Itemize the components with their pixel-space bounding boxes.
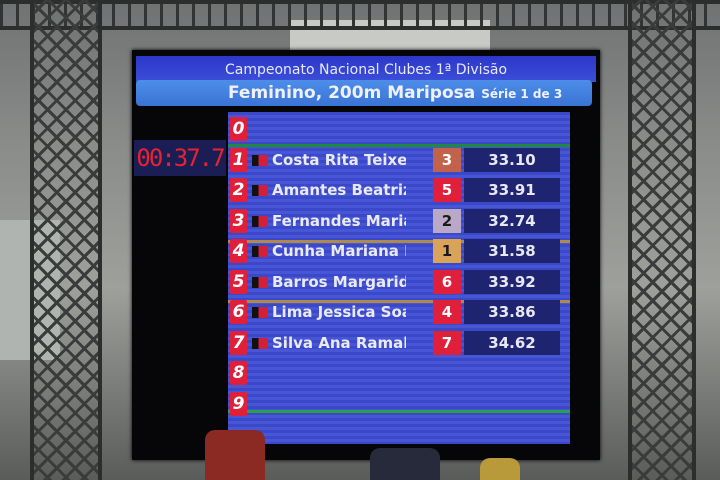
place-badge: 2 [433,208,461,233]
spectator [480,458,520,480]
flag-icon [252,337,268,349]
separator-line [228,240,570,243]
result-row: 9 [228,389,570,419]
flag-icon [252,215,268,227]
swim-time: 33.86 [464,300,560,324]
swimmer-name: Amantes Beatriz Q [272,181,406,199]
right-truss [628,0,696,480]
swimmer-name: Silva Ana Ramalh [272,333,406,352]
lane-number: 0 [230,117,247,141]
swim-time: 33.10 [464,147,560,172]
lane-number: 5 [230,269,247,294]
flag-icon [252,276,268,288]
place-badge: 5 [433,178,461,202]
place-badge: 3 [433,147,461,172]
swim-time: 33.91 [464,178,560,202]
competition-title: Campeonato Nacional Clubes 1ª Divisão [136,56,596,82]
result-row: 3 Fernandes Maria M 232.74 [228,206,570,236]
flag-icon [252,185,268,196]
event-title: Feminino, 200m Mariposa Série 1 de 3 [136,80,592,106]
place-badge: 7 [433,330,461,355]
lane-number: 6 [230,300,247,324]
overhead-truss [0,0,720,30]
swimmer-name: Lima Jessica Soar [272,303,406,321]
heat-label: Série 1 de 3 [481,87,563,101]
spectator [370,448,440,480]
place-badge: 1 [433,239,461,263]
result-row: 5 Barros Margarida 6 33.92 [228,267,570,297]
lane-number: 1 [230,147,247,172]
separator-line [228,300,570,303]
lane-number: 2 [230,178,247,202]
swim-time: 34.62 [464,330,560,355]
swimmer-name: Barros Margarida [272,272,406,291]
place-badge: 4 [433,300,461,324]
result-row: 2 Amantes Beatriz Q 533.91 [228,175,570,205]
lane-number: 8 [230,361,247,385]
result-row: 7 Silva Ana Ramalh 7 34.62 [228,328,570,358]
result-row: 1 Costa Rita Teixeira 333.10 [228,145,570,175]
result-row: 6 Lima Jessica Soar 4 33.86 [228,297,570,327]
lane-number: 9 [230,391,247,416]
place-badge: 6 [433,269,461,294]
spectator [205,430,265,480]
swimmer-name: Cunha Mariana Pach [272,242,406,260]
lane-number: 3 [230,208,247,233]
result-row: 8 [228,358,570,388]
flag-icon [252,246,268,257]
left-truss [30,0,102,480]
event-name: Feminino, 200m Mariposa [228,83,476,103]
flag-icon [252,307,268,318]
lane-number: 4 [230,239,247,263]
race-clock: 00:37.7 [134,140,226,176]
flag-icon [252,154,268,166]
swim-time: 31.58 [464,239,560,263]
swim-time: 33.92 [464,269,560,294]
swimmer-name: Fernandes Maria M [272,211,406,230]
separator-line [228,144,570,147]
swimmer-name: Costa Rita Teixeira [272,150,406,169]
swim-time: 32.74 [464,208,560,233]
lane-number: 7 [230,330,247,355]
result-row: 4 Cunha Mariana Pach 131.58 [228,236,570,266]
result-row: 0 [228,114,570,144]
separator-line [228,410,570,413]
